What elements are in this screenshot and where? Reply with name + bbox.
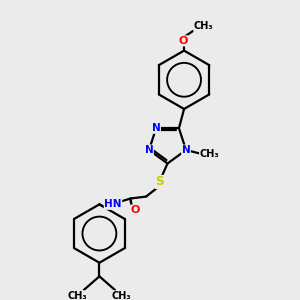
Text: CH₃: CH₃ (112, 291, 132, 300)
Text: S: S (155, 176, 164, 188)
Text: N: N (145, 145, 153, 155)
Text: CH₃: CH₃ (200, 149, 219, 159)
Text: CH₃: CH₃ (194, 21, 213, 31)
Text: N: N (182, 145, 190, 155)
Text: N: N (152, 123, 161, 133)
Text: HN: HN (104, 199, 122, 209)
Text: O: O (178, 36, 188, 46)
Text: O: O (130, 205, 140, 215)
Text: CH₃: CH₃ (67, 291, 87, 300)
